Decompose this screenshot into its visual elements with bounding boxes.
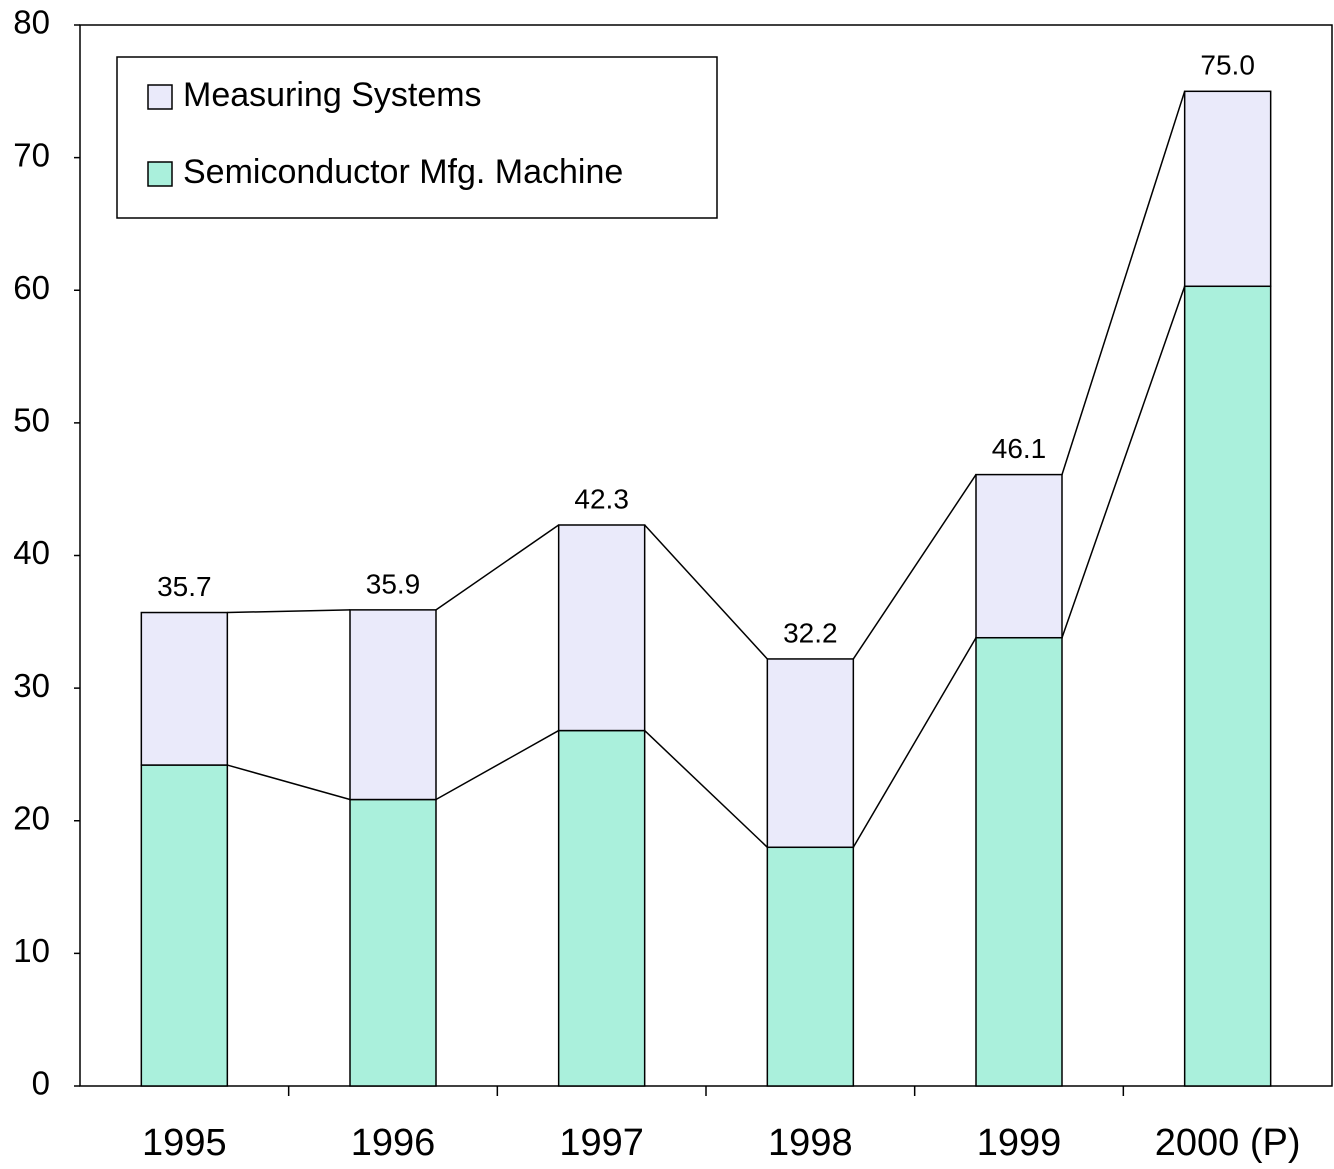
connector-line — [227, 764, 351, 801]
y-tick-label: 10 — [13, 932, 50, 969]
y-tick-label: 40 — [13, 534, 50, 571]
x-tick-label: 1999 — [977, 1122, 1062, 1164]
data-label: 35.7 — [157, 571, 212, 602]
bar-segment — [1183, 285, 1272, 1087]
legend-label: Semiconductor Mfg. Machine — [183, 153, 623, 191]
x-tick-label: 2000 (P) — [1155, 1122, 1301, 1164]
connector-line — [227, 609, 351, 614]
y-tick-label: 60 — [13, 269, 50, 306]
connector-line — [435, 524, 560, 611]
legend-swatch — [147, 161, 173, 187]
connector-line — [852, 637, 977, 848]
x-tick-label: 1997 — [559, 1122, 644, 1164]
y-tick-label: 80 — [13, 4, 50, 41]
data-label: 75.0 — [1200, 50, 1255, 81]
x-tick-label: 1996 — [351, 1122, 436, 1164]
y-tick-label: 30 — [13, 667, 50, 704]
data-label: 46.1 — [992, 433, 1047, 464]
data-label: 32.2 — [783, 617, 838, 648]
connector-line — [1061, 91, 1186, 475]
connector-line — [644, 524, 768, 660]
legend-swatch — [147, 84, 173, 110]
connector-line — [435, 729, 560, 801]
connector-line — [1061, 286, 1186, 638]
data-label: 35.9 — [366, 568, 421, 599]
legend-box — [116, 56, 718, 219]
bar-segment — [349, 609, 437, 801]
connector-line — [852, 474, 977, 660]
data-label: 42.3 — [574, 483, 629, 514]
y-tick-label: 0 — [32, 1065, 50, 1102]
y-tick-label: 70 — [13, 136, 50, 173]
bar-segment — [557, 524, 646, 732]
y-tick-label: 50 — [13, 402, 50, 439]
bar-segment — [140, 611, 229, 766]
bar-segment — [557, 729, 646, 1087]
bar-segment — [140, 764, 229, 1087]
x-tick-label: 1998 — [768, 1122, 853, 1164]
bar-segment — [766, 658, 855, 849]
x-tick-label: 1995 — [142, 1122, 227, 1164]
legend-label: Measuring Systems — [183, 76, 482, 114]
bar-segment — [975, 636, 1063, 1087]
bar-segment — [349, 798, 437, 1087]
bar-segment — [975, 473, 1063, 639]
bar-segment — [766, 846, 855, 1087]
y-tick-label: 20 — [13, 799, 50, 836]
bar-segment — [1183, 90, 1272, 288]
connector-line — [644, 730, 768, 848]
